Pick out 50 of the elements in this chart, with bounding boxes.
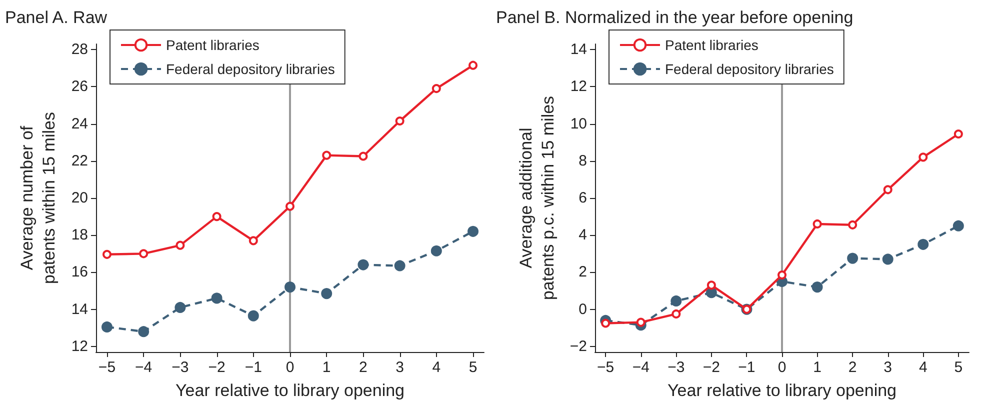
y-tick-label: 4: [578, 226, 587, 244]
x-tick-label: 5: [468, 359, 478, 376]
x-tick-label: −3: [172, 359, 189, 376]
y-tick-label: 12: [71, 338, 88, 355]
x-tick-label: −1: [738, 359, 756, 376]
y-axis-title: Average number of patents within 15 miles: [18, 112, 58, 284]
x-tick-label: 1: [322, 359, 331, 376]
x-tick-label: 2: [848, 359, 857, 376]
y-tick-label: 22: [71, 152, 88, 170]
x-tick-label: −3: [668, 359, 685, 376]
y-tick-label: 8: [578, 152, 587, 170]
legend-label: Patent libraries: [166, 37, 260, 53]
y-tick-label: 14: [570, 41, 587, 58]
x-tick-label: 0: [778, 359, 786, 376]
x-tick-label: −4: [135, 359, 152, 376]
x-tick-label: 0: [286, 359, 294, 376]
x-axis-title: Year relative to library opening: [175, 381, 405, 400]
x-tick-label: 2: [359, 359, 368, 376]
chart-title: Panel A. Raw: [5, 8, 108, 27]
x-tick-label: −2: [702, 359, 720, 376]
chart-title: Panel B. Normalized in the year before opening: [496, 8, 854, 27]
x-tick-label: 1: [813, 359, 822, 376]
y-tick-label: 16: [71, 264, 88, 281]
y-tick-label: −2: [570, 338, 587, 355]
y-tick-label: 28: [71, 41, 88, 58]
x-tick-label: 4: [918, 359, 928, 376]
y-tick-label: 12: [570, 78, 587, 96]
y-tick-label: 20: [71, 190, 88, 206]
y-tick-label: 18: [71, 226, 88, 244]
x-tick-label: −4: [632, 359, 650, 376]
y-tick-label: 24: [71, 115, 88, 132]
y-tick-label: 14: [71, 300, 88, 318]
x-tick-label: −5: [98, 359, 116, 376]
x-tick-label: 3: [396, 359, 404, 376]
x-tick-label: −5: [597, 359, 614, 376]
x-tick-label: 4: [432, 359, 441, 376]
x-tick-label: −2: [208, 359, 226, 376]
x-tick-label: 3: [884, 359, 892, 376]
legend-label: Patent libraries: [665, 37, 758, 53]
y-tick-label: 10: [570, 115, 587, 132]
y-tick-label: 0: [578, 300, 587, 318]
y-tick-label: 26: [71, 78, 88, 96]
y-axis-title: Average additional patents p.c. within 15 miles: [516, 96, 558, 300]
x-axis-title: Year relative to library opening: [667, 381, 897, 400]
legend-label: Federal depository libraries: [665, 61, 834, 77]
x-tick-label: 5: [954, 359, 963, 376]
x-tick-label: −1: [244, 359, 262, 376]
legend-label: Federal depository libraries: [166, 61, 335, 77]
y-tick-label: 6: [578, 190, 587, 206]
y-tick-label: 2: [578, 264, 587, 281]
